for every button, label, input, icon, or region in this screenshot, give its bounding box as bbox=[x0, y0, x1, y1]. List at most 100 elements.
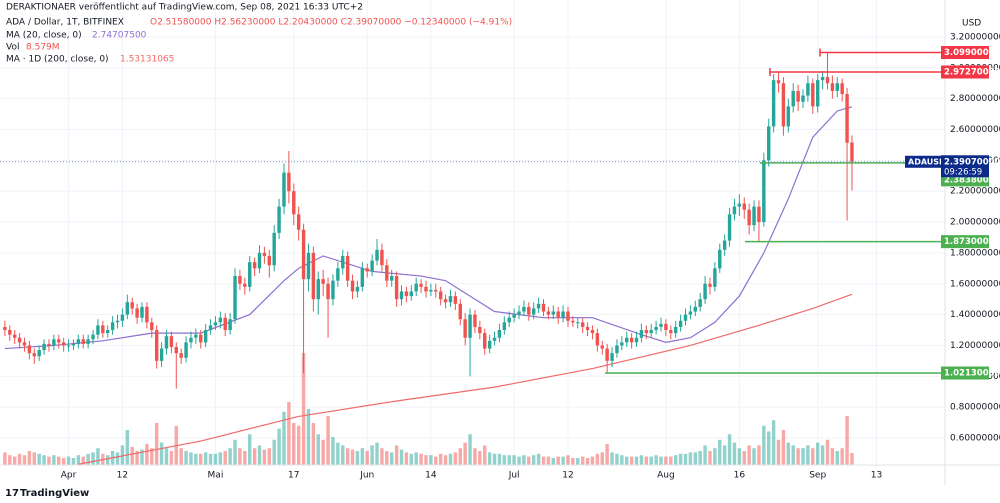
volume-bar bbox=[61, 458, 66, 465]
candle-body bbox=[380, 249, 384, 266]
level-label: 2.97270000 bbox=[944, 68, 1000, 78]
candle-body bbox=[522, 306, 526, 312]
candle-body bbox=[825, 77, 830, 84]
candle-body bbox=[370, 260, 374, 272]
candle-body bbox=[115, 320, 120, 323]
candle-body bbox=[600, 345, 604, 349]
ma20-label: MA (20, close, 0) bbox=[6, 31, 82, 41]
symbol-label: ADAUSD bbox=[908, 157, 946, 166]
volume-bar bbox=[522, 455, 526, 465]
y-tick-label: 2.20000000 bbox=[950, 187, 1000, 197]
volume-bar bbox=[3, 452, 7, 465]
volume-bar bbox=[512, 455, 516, 465]
volume-bar bbox=[585, 458, 590, 465]
volume-bar bbox=[184, 451, 188, 465]
candle-body bbox=[321, 279, 325, 284]
volume-bar bbox=[252, 448, 257, 465]
x-tick-label: 12 bbox=[562, 471, 573, 481]
volume-bar bbox=[571, 458, 575, 465]
volume-bar bbox=[424, 455, 428, 465]
candle-body bbox=[365, 268, 369, 272]
candle-body bbox=[580, 322, 585, 327]
candle-body bbox=[174, 346, 178, 354]
volume-bar bbox=[218, 452, 223, 465]
candle-body bbox=[223, 317, 227, 331]
volume-bar bbox=[453, 452, 458, 465]
volume-bar bbox=[517, 456, 521, 465]
candle-body bbox=[757, 206, 761, 223]
candle-body bbox=[801, 95, 805, 102]
volume-bar bbox=[154, 423, 159, 465]
candle-body bbox=[546, 311, 551, 315]
candle-body bbox=[86, 339, 90, 344]
candle-body bbox=[620, 342, 624, 346]
volume-bar bbox=[669, 456, 673, 465]
candle-body bbox=[277, 206, 281, 233]
volume-bar bbox=[673, 455, 678, 465]
volume-bar bbox=[835, 451, 839, 465]
y-tick-label: 2.80000000 bbox=[950, 94, 1000, 104]
candle-body bbox=[796, 90, 800, 102]
volume-bar bbox=[223, 451, 227, 465]
volume-bar bbox=[566, 455, 570, 465]
volume-bar bbox=[140, 449, 144, 465]
volume-bar bbox=[22, 455, 27, 465]
volume-bar bbox=[590, 456, 595, 465]
volume-bar bbox=[106, 455, 110, 465]
volume-bar bbox=[150, 448, 154, 465]
volume-bar bbox=[806, 445, 810, 465]
volume-bar bbox=[762, 425, 766, 465]
volume-bar bbox=[76, 455, 81, 465]
candle-body bbox=[448, 296, 453, 303]
volume-bar bbox=[654, 455, 658, 465]
volume-bar bbox=[301, 353, 306, 465]
volume-bar bbox=[752, 448, 756, 465]
candle-body bbox=[414, 283, 418, 292]
volume-bar bbox=[615, 453, 619, 465]
volume-bar bbox=[282, 411, 286, 465]
countdown: 09:26:59 bbox=[944, 167, 982, 177]
candle-body bbox=[208, 325, 213, 331]
currency: USD bbox=[962, 19, 981, 29]
candle-body bbox=[747, 209, 751, 226]
symbol-box bbox=[905, 155, 941, 168]
volume-bar bbox=[561, 456, 565, 465]
candle-body bbox=[194, 334, 198, 338]
volume-bar bbox=[531, 455, 536, 465]
candle-body bbox=[512, 314, 516, 318]
candle-body bbox=[463, 319, 467, 338]
volume-bar bbox=[727, 434, 732, 465]
x-tick-label: Mai bbox=[208, 471, 224, 481]
candle-body bbox=[693, 306, 697, 312]
volume-bar bbox=[815, 442, 820, 465]
volume-bar bbox=[331, 437, 335, 465]
volume-bar bbox=[771, 420, 776, 465]
volume-bar bbox=[66, 456, 71, 465]
candle-body bbox=[429, 289, 433, 292]
volume-bar bbox=[659, 456, 663, 465]
volume-bar bbox=[32, 452, 36, 465]
volume-bar bbox=[722, 445, 727, 465]
candle-body bbox=[248, 262, 252, 287]
candle-body bbox=[742, 203, 746, 210]
candle-body bbox=[767, 126, 771, 161]
volume-bar bbox=[703, 445, 707, 465]
candle-body bbox=[443, 299, 448, 303]
ma200-value: 1.53131065 bbox=[120, 55, 174, 65]
candle-body bbox=[394, 276, 399, 300]
volume-bar bbox=[683, 453, 688, 465]
published: DERAKTIONAER veröffentlicht auf TradingV… bbox=[6, 3, 363, 13]
candle-body bbox=[585, 326, 590, 331]
volume-bar bbox=[375, 442, 379, 465]
volume-bar bbox=[287, 402, 291, 465]
volume-bar bbox=[414, 452, 418, 465]
volume-bar bbox=[483, 445, 487, 465]
candle-body bbox=[47, 343, 51, 346]
volume-bar bbox=[228, 448, 232, 465]
volume-bar bbox=[732, 442, 737, 465]
volume-bar bbox=[698, 451, 702, 465]
x-tick-label: 12 bbox=[117, 471, 128, 481]
volume-bar bbox=[370, 445, 374, 465]
